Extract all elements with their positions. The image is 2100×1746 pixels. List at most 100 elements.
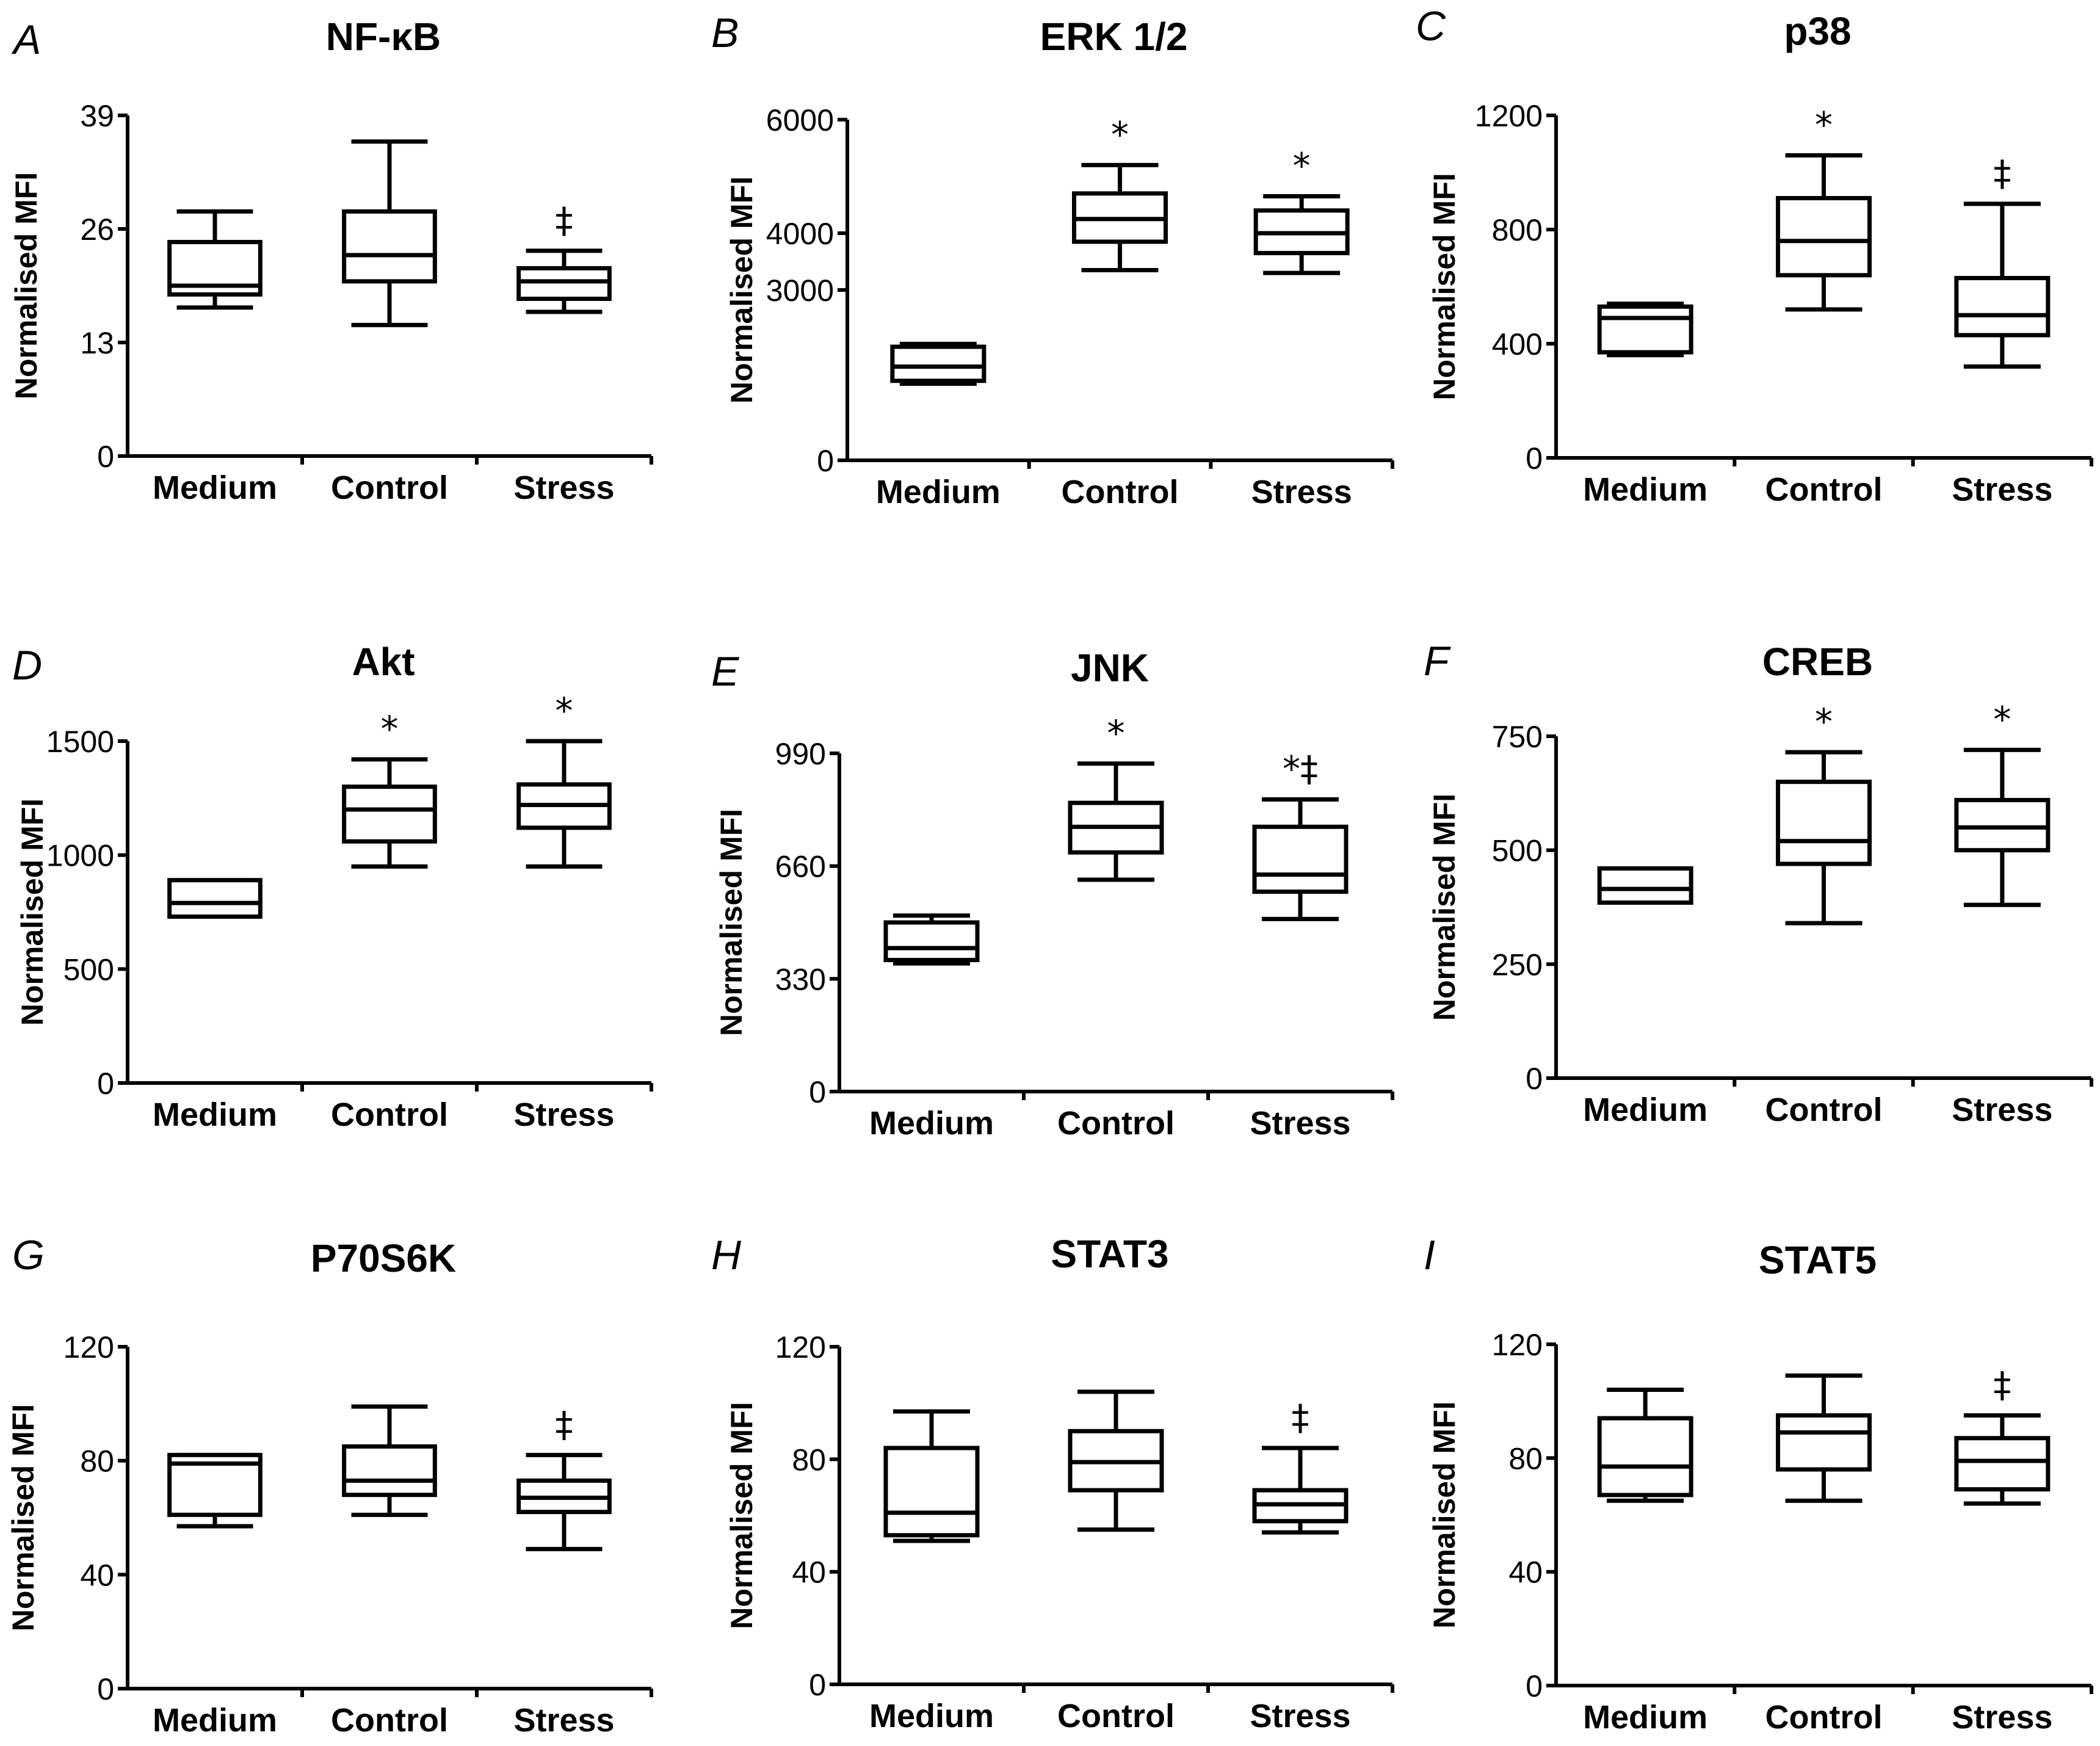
iqr-box xyxy=(342,209,437,284)
panel-letter: C xyxy=(1416,3,1446,49)
y-tick-label: 1200 xyxy=(1475,99,1543,133)
panel-letter: H xyxy=(711,1232,742,1278)
x-tick-label: Medium xyxy=(153,469,277,506)
x-tick-label: Stress xyxy=(1251,474,1352,510)
significance-marker: * xyxy=(381,708,399,750)
significance-marker: * xyxy=(1111,114,1129,155)
x-tick-label: Stress xyxy=(513,469,614,506)
x-tick-label: Stress xyxy=(513,1702,614,1739)
iqr-box xyxy=(1597,304,1693,355)
x-tick-label: Control xyxy=(1765,471,1883,508)
panel-title: ERK 1/2 xyxy=(1040,15,1188,59)
panel-a: A NF-κB Normalised MFI 0 13 26 39 Medium Control… xyxy=(9,15,653,506)
y-tick-label: 800 xyxy=(1492,213,1543,247)
panel-title: P70S6K xyxy=(311,1236,456,1280)
y-tick-label: 13 xyxy=(80,326,114,360)
significance-marker: ‡ xyxy=(1993,1364,2011,1405)
panel-title: NF-κB xyxy=(326,15,441,59)
significance-marker: * xyxy=(1815,701,1833,742)
x-tick-label: Stress xyxy=(1250,1105,1350,1142)
x-tick-label: Medium xyxy=(869,1698,994,1734)
iqr-box xyxy=(1776,780,1872,866)
significance-marker: ‡ xyxy=(556,200,573,241)
box-stress: * xyxy=(516,690,612,869)
y-tick-label: 0 xyxy=(1526,1669,1543,1703)
iqr-box xyxy=(1954,798,2051,853)
significance-marker: * xyxy=(1107,712,1125,754)
significance-marker: * xyxy=(1815,104,1833,145)
significance-marker: *‡ xyxy=(1283,748,1318,790)
panel-letter: B xyxy=(711,10,739,56)
y-tick-label: 40 xyxy=(1508,1556,1543,1590)
significance-marker: * xyxy=(556,690,573,731)
x-tick-label: Medium xyxy=(876,474,1001,510)
panel-f: F CREB Normalised MFI 0 250 500 750 Medium Contr… xyxy=(1424,638,2093,1128)
significance-marker: ‡ xyxy=(1292,1397,1309,1438)
y-tick-label: 400 xyxy=(1492,327,1543,361)
x-tick-label: Control xyxy=(1062,474,1179,510)
panel-letter: E xyxy=(711,648,739,695)
y-tick-label: 120 xyxy=(63,1330,114,1364)
y-tick-label: 40 xyxy=(80,1558,114,1592)
y-tick-label: 250 xyxy=(1492,947,1543,982)
box-stress: ‡ xyxy=(1954,1364,2051,1506)
iqr-box xyxy=(516,266,612,301)
x-tick-label: Medium xyxy=(1583,471,1707,508)
panel-letter: I xyxy=(1424,1232,1435,1278)
y-axis-label: Normalised MFI xyxy=(1427,1401,1461,1628)
x-tick-label: Control xyxy=(1765,1092,1883,1128)
significance-marker: * xyxy=(1993,698,2011,740)
y-tick-label: 0 xyxy=(97,1067,114,1101)
iqr-box xyxy=(883,1446,980,1538)
box-medium xyxy=(167,878,262,919)
panel-g: G P70S6K Normalised MFI 0 40 80 120 Medium Contr… xyxy=(6,1232,653,1739)
x-tick-label: Control xyxy=(1057,1105,1175,1142)
panel-d: D Akt Normalised MFI 0 500 1000 1500 Medium Cont… xyxy=(12,640,653,1133)
panel-h: H STAT3 Normalised MFI 0 40 80 120 Medium Contro… xyxy=(711,1232,1394,1734)
box-medium xyxy=(1597,302,1693,358)
panel-letter: F xyxy=(1424,638,1451,684)
y-tick-label: 6000 xyxy=(766,103,834,137)
iqr-box xyxy=(1597,1416,1693,1498)
x-tick-label: Control xyxy=(331,1702,448,1739)
iqr-box xyxy=(1776,196,1872,278)
significance-marker: ‡ xyxy=(556,1404,573,1445)
box-medium xyxy=(883,1409,980,1543)
panel-i: I STAT5 Normalised MFI 0 40 80 120 Medium Contro… xyxy=(1424,1232,2093,1736)
x-tick-label: Stress xyxy=(1952,1092,2052,1128)
iqr-box xyxy=(883,920,980,963)
panel-title: STAT3 xyxy=(1051,1232,1168,1276)
x-tick-label: Control xyxy=(331,1096,448,1133)
panel-title: p38 xyxy=(1784,9,1851,53)
iqr-box xyxy=(890,344,987,383)
box-stress: ‡ xyxy=(1954,153,2051,369)
box-control xyxy=(342,139,437,327)
box-control xyxy=(342,1404,437,1517)
y-tick-label: 0 xyxy=(809,1668,826,1702)
y-tick-label: 660 xyxy=(775,850,826,884)
x-tick-label: Control xyxy=(1765,1699,1883,1736)
box-control: * xyxy=(342,708,437,869)
x-tick-label: Stress xyxy=(1952,1699,2052,1736)
box-stress: * xyxy=(1954,698,2051,907)
x-tick-label: Stress xyxy=(1250,1698,1350,1734)
panel-title: JNK xyxy=(1071,646,1149,690)
iqr-box xyxy=(167,878,262,919)
box-control: * xyxy=(1776,701,1872,926)
x-tick-label: Medium xyxy=(153,1096,277,1133)
y-axis-label: Normalised MFI xyxy=(725,1402,759,1629)
y-axis-label: Normalised MFI xyxy=(1427,794,1461,1021)
y-tick-label: 0 xyxy=(817,444,834,478)
box-stress: *‡ xyxy=(1252,748,1349,921)
panel-b: B ERK 1/2 Normalised MFI 0 3000 4000 6000 Mediu… xyxy=(711,10,1394,510)
y-tick-label: 0 xyxy=(1526,441,1543,476)
x-tick-label: Medium xyxy=(1583,1092,1707,1128)
y-tick-label: 80 xyxy=(792,1443,826,1477)
box-medium xyxy=(167,209,262,310)
y-tick-label: 1000 xyxy=(46,839,114,873)
x-tick-label: Control xyxy=(1057,1698,1175,1734)
box-control: * xyxy=(1776,104,1872,312)
panel-letter: A xyxy=(11,16,41,63)
